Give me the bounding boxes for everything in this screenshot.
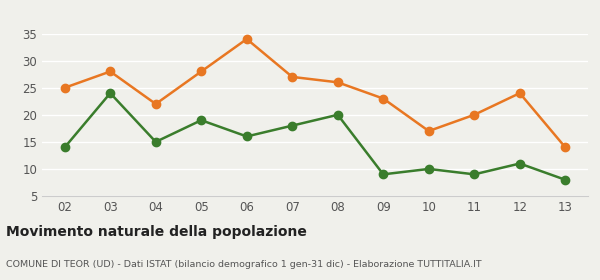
Legend: Nascite, Decessi: Nascite, Decessi (238, 0, 392, 4)
Text: COMUNE DI TEOR (UD) - Dati ISTAT (bilancio demografico 1 gen-31 dic) - Elaborazi: COMUNE DI TEOR (UD) - Dati ISTAT (bilanc… (6, 260, 482, 269)
Text: Movimento naturale della popolazione: Movimento naturale della popolazione (6, 225, 307, 239)
